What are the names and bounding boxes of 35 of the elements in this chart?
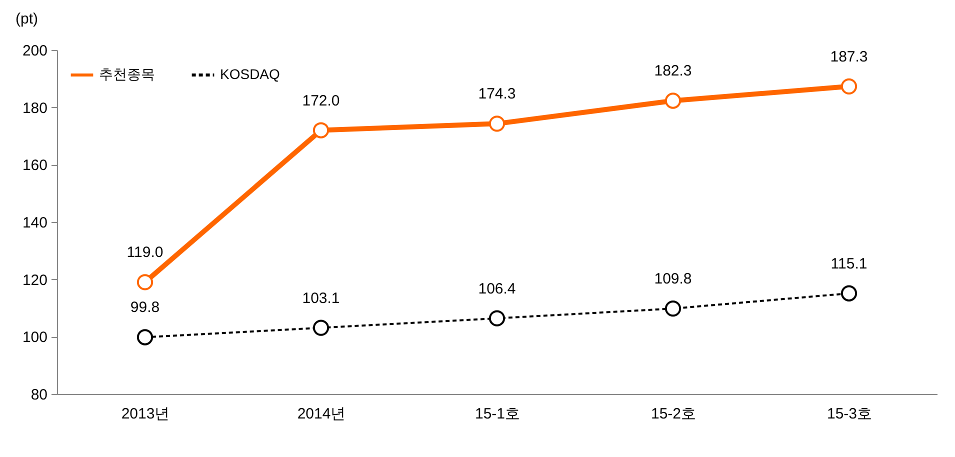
legend-label: KOSDAQ (220, 66, 280, 82)
y-tick-label: 140 (22, 214, 48, 232)
x-tick-label: 15-1호 (474, 406, 520, 422)
point (312, 320, 330, 336)
point (136, 274, 154, 290)
data-label: 182.3 (654, 62, 692, 80)
y-tick-label: 120 (22, 272, 48, 289)
x-tick-label: 2013년 (121, 406, 170, 422)
point (664, 92, 682, 109)
data-label: 119.0 (126, 244, 164, 262)
y-tick-label: 180 (22, 100, 48, 117)
y-axis-title: (pt) (16, 10, 38, 28)
point (664, 300, 682, 317)
y-tick-label: 160 (22, 157, 48, 174)
point (312, 122, 330, 138)
y-tick-label: 100 (22, 329, 48, 346)
point (840, 78, 858, 94)
legend-label: 추천종목 (99, 66, 155, 82)
data-label: 103.1 (302, 290, 340, 307)
data-label: 187.3 (830, 48, 868, 66)
data-label: 115.1 (830, 255, 868, 272)
point (136, 329, 154, 346)
data-label: 174.3 (478, 86, 516, 103)
data-label: 172.0 (302, 92, 340, 110)
data-label: 99.8 (130, 299, 160, 316)
data-label: 106.4 (478, 280, 516, 298)
point (488, 116, 506, 132)
point (488, 310, 506, 326)
y-tick-label: 80 (30, 386, 48, 404)
point (840, 285, 858, 302)
y-tick-label: 200 (22, 42, 48, 60)
x-tick-label: 15-3호 (826, 406, 872, 422)
data-label: 109.8 (654, 270, 692, 288)
x-tick-label: 15-2호 (650, 406, 696, 422)
x-tick-label: 2014년 (297, 406, 346, 422)
